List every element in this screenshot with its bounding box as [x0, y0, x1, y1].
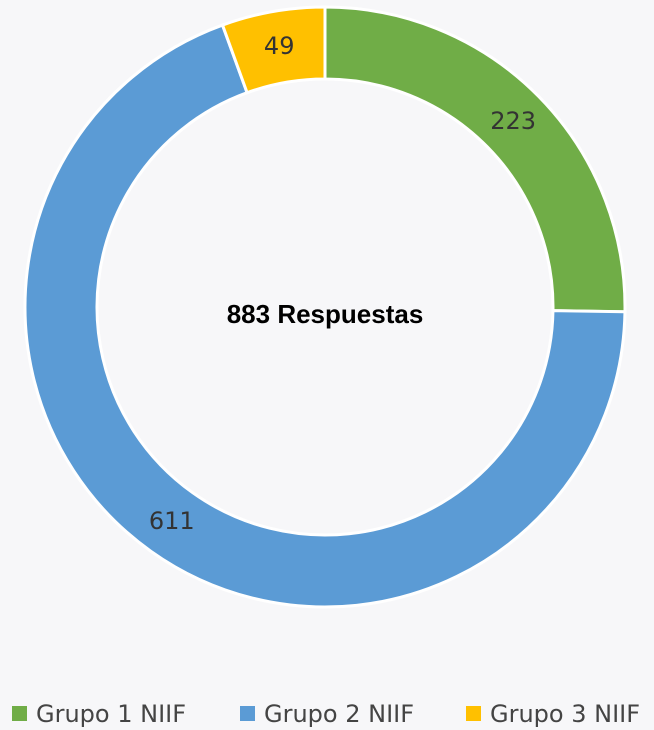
donut-slice	[23, 23, 627, 609]
legend-swatch	[240, 706, 255, 721]
legend-swatch	[466, 706, 481, 721]
data-label: 611	[149, 507, 195, 535]
donut-slice	[220, 5, 327, 95]
legend-swatch	[12, 706, 27, 721]
center-label: 883 Respuestas	[227, 299, 424, 329]
legend-label: Grupo 1 NIIF	[36, 700, 186, 728]
legend-label: Grupo 2 NIIF	[264, 700, 414, 728]
legend-label: Grupo 3 NIIF	[490, 700, 640, 728]
data-label: 223	[490, 107, 536, 135]
data-label: 49	[264, 32, 295, 60]
